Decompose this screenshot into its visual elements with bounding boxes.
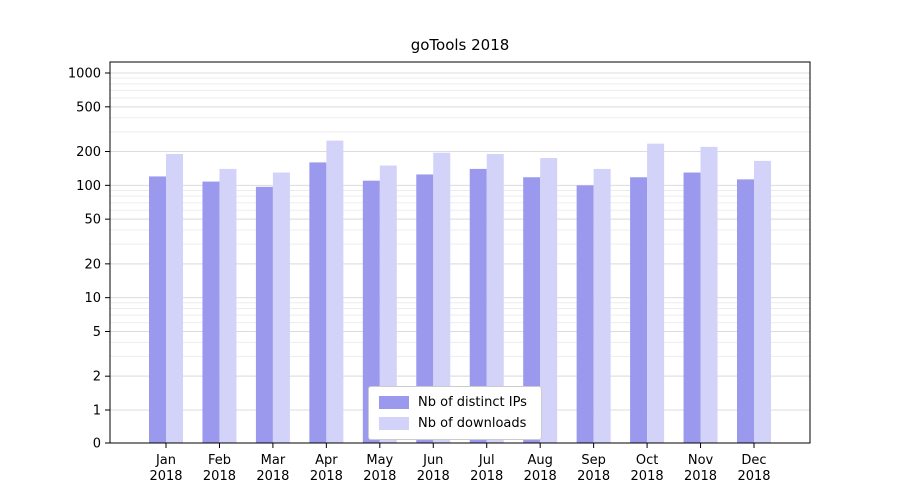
chart-legend: Nb of distinct IPs Nb of downloads bbox=[368, 386, 542, 440]
bar-distinct-ips-nov bbox=[683, 172, 701, 443]
bar-distinct-ips-oct bbox=[630, 177, 648, 443]
y-tick-label: 100 bbox=[76, 179, 101, 194]
bar-downloads-sep bbox=[593, 168, 611, 444]
bar-downloads-oct bbox=[647, 143, 665, 444]
chart-title: goTools 2018 bbox=[410, 36, 510, 54]
y-tick-label: 10 bbox=[84, 291, 101, 306]
bar-distinct-ips-jan bbox=[149, 176, 166, 443]
y-tick-label: 50 bbox=[84, 213, 101, 228]
y-tick-label: 1000 bbox=[68, 67, 101, 82]
bar-downloads-dec bbox=[754, 160, 771, 443]
y-tick-label: 20 bbox=[84, 257, 101, 272]
bar-distinct-ips-mar bbox=[255, 186, 273, 443]
bar-downloads-aug bbox=[540, 158, 558, 444]
x-tick-label: Sep 2018 bbox=[577, 453, 610, 484]
bar-downloads-mar bbox=[272, 172, 290, 443]
y-tick-label: 500 bbox=[76, 100, 101, 115]
plot-border bbox=[109, 61, 811, 444]
x-tick-label: Jun 2018 bbox=[417, 453, 450, 484]
legend-swatch-distinct-ips bbox=[379, 396, 409, 409]
bar-distinct-ips-jun bbox=[416, 174, 434, 443]
x-tick-label: Aug 2018 bbox=[524, 453, 557, 484]
legend-label-distinct-ips: Nb of distinct IPs bbox=[418, 395, 527, 410]
bar-downloads-jan bbox=[166, 154, 183, 443]
x-tick-label: Jul 2018 bbox=[470, 453, 503, 484]
y-tick-label: 5 bbox=[93, 325, 101, 340]
bar-distinct-ips-aug bbox=[523, 177, 541, 443]
legend-item-distinct-ips: Nb of distinct IPs bbox=[379, 395, 527, 410]
x-tick-label: Mar 2018 bbox=[256, 453, 289, 484]
legend-item-downloads: Nb of downloads bbox=[379, 416, 527, 431]
bar-downloads-nov bbox=[700, 146, 718, 443]
legend-label-downloads: Nb of downloads bbox=[418, 416, 527, 431]
bar-distinct-ips-dec bbox=[737, 179, 754, 443]
bar-distinct-ips-feb bbox=[202, 181, 220, 443]
bar-downloads-apr bbox=[326, 140, 344, 443]
y-tick-label: 1 bbox=[93, 404, 101, 419]
bar-distinct-ips-sep bbox=[576, 185, 594, 444]
x-tick-label: Oct 2018 bbox=[631, 453, 664, 484]
legend-swatch-downloads bbox=[379, 417, 409, 430]
bar-downloads-jun bbox=[433, 152, 451, 443]
bar-distinct-ips-apr bbox=[309, 162, 327, 443]
bar-downloads-jul bbox=[486, 154, 504, 443]
y-tick-label: 0 bbox=[93, 437, 101, 452]
bar-distinct-ips-jul bbox=[469, 168, 487, 444]
x-tick-label: May 2018 bbox=[363, 453, 396, 484]
bar-distinct-ips-may bbox=[362, 180, 380, 444]
y-tick-label: 200 bbox=[76, 145, 101, 160]
x-tick-label: Feb 2018 bbox=[203, 453, 236, 484]
bar-downloads-may bbox=[379, 165, 397, 443]
y-tick-label: 2 bbox=[93, 370, 101, 385]
x-tick-label: Apr 2018 bbox=[310, 453, 343, 484]
bar-downloads-feb bbox=[219, 168, 237, 444]
x-tick-label: Dec 2018 bbox=[737, 453, 770, 484]
x-tick-label: Jan 2018 bbox=[149, 453, 182, 484]
x-tick-label: Nov 2018 bbox=[684, 453, 717, 484]
